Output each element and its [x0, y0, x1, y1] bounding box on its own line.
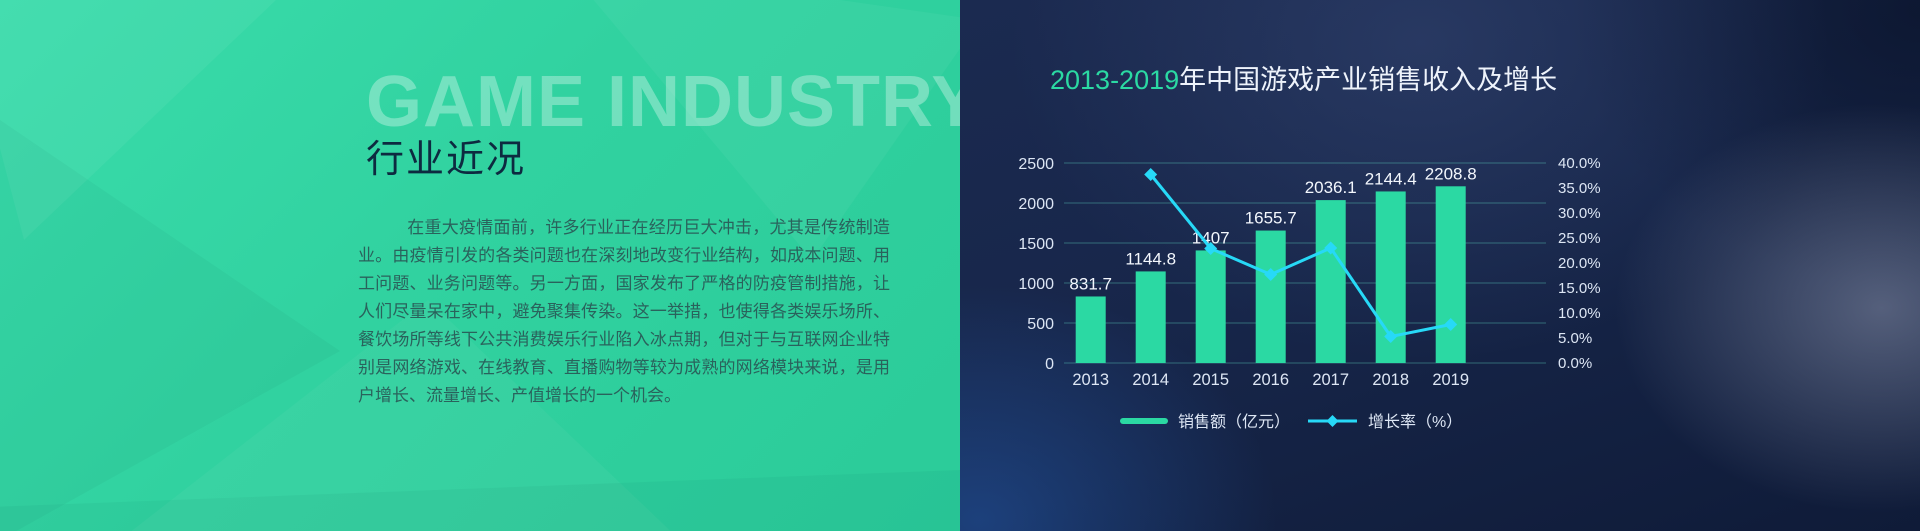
bar-value-label: 1655.7 — [1245, 209, 1297, 228]
sales-chart: 0 500 1000 1500 2000 2500 0.0% 5.0% 10.0% 15.0% 20… — [1018, 155, 1601, 431]
x-tick-label: 2013 — [1072, 371, 1109, 389]
right-panel: 2013-2019年中国游戏产业销售收入及增长 0 500 1000 1500 2000… — [960, 0, 1920, 531]
legend-line-marker — [1326, 415, 1339, 427]
left-panel: GAME INDUSTRY 行业近况 在重大疫情面前，许多行业正在经历巨大冲击，… — [0, 0, 960, 531]
chart-title-text: 年中国游戏产业销售收入及增长 — [1179, 65, 1558, 95]
x-tick-label: 2017 — [1312, 371, 1349, 389]
left-axis-label: 1000 — [1018, 276, 1054, 293]
right-axis-label: 5.0% — [1558, 330, 1592, 347]
bar-2016 — [1255, 230, 1286, 363]
bar-2014 — [1135, 271, 1166, 363]
bar-value-label: 2144.4 — [1365, 169, 1417, 188]
bar-2017 — [1315, 200, 1346, 363]
polygon-decoration — [0, 120, 340, 531]
chart-title-highlight: 2013-2019 — [1050, 65, 1180, 95]
line-marker — [1264, 268, 1278, 281]
line-marker — [1444, 318, 1458, 331]
legend-bar-swatch — [1120, 418, 1168, 424]
x-tick-label: 2015 — [1192, 371, 1229, 389]
left-axis-label: 500 — [1027, 316, 1054, 333]
left-axis-label: 2500 — [1018, 156, 1054, 173]
legend-label: 销售额（亿元） — [1178, 413, 1290, 431]
right-axis-label: 25.0% — [1558, 230, 1601, 247]
growth-line — [1149, 173, 1451, 338]
bar-value-label: 2036.1 — [1305, 178, 1357, 197]
right-axis-label: 30.0% — [1558, 205, 1601, 222]
bar-value-label: 1144.8 — [1125, 249, 1176, 268]
right-axis-label: 15.0% — [1558, 280, 1601, 297]
bar-2013 — [1075, 296, 1106, 363]
bar-value-label: 1407 — [1192, 228, 1230, 247]
line-marker — [1204, 242, 1218, 255]
bar-value-label: 831.7 — [1069, 274, 1112, 293]
line-marker — [1324, 241, 1338, 255]
left-axis-label: 1500 — [1018, 236, 1054, 253]
right-axis-label: 35.0% — [1558, 180, 1601, 197]
x-tick-label: 2016 — [1252, 371, 1289, 389]
left-axis-label: 0 — [1045, 356, 1054, 373]
left-axis-label: 2000 — [1018, 196, 1054, 213]
x-tick-label: 2018 — [1372, 371, 1409, 389]
bar-2019 — [1435, 186, 1466, 363]
body-paragraph: 在重大疫情面前，许多行业正在经历巨大冲击，尤其是传统制造业。由疫情引发的各类问题… — [358, 218, 890, 405]
legend-label: 增长率（%） — [1368, 413, 1462, 431]
bar-2015 — [1195, 250, 1226, 363]
x-tick-label: 2019 — [1432, 371, 1469, 389]
right-axis-label: 10.0% — [1558, 305, 1601, 322]
line-marker — [1384, 330, 1398, 343]
bar-value-label: 2208.8 — [1425, 164, 1477, 183]
right-axis-label: 20.0% — [1558, 255, 1601, 272]
line-marker — [1144, 168, 1158, 181]
polygon-decoration — [0, 470, 960, 531]
chart-title: 2013-2019年中国游戏产业销售收入及增长 — [1050, 58, 1557, 97]
right-axis-label: 40.0% — [1558, 155, 1601, 172]
right-axis-label: 0.0% — [1558, 355, 1592, 372]
watermark-text: GAME INDUSTRY — [366, 62, 960, 142]
x-tick-label: 2014 — [1132, 371, 1169, 389]
section-heading: 行业近况 — [366, 139, 527, 181]
polygon-decoration — [0, 0, 360, 240]
